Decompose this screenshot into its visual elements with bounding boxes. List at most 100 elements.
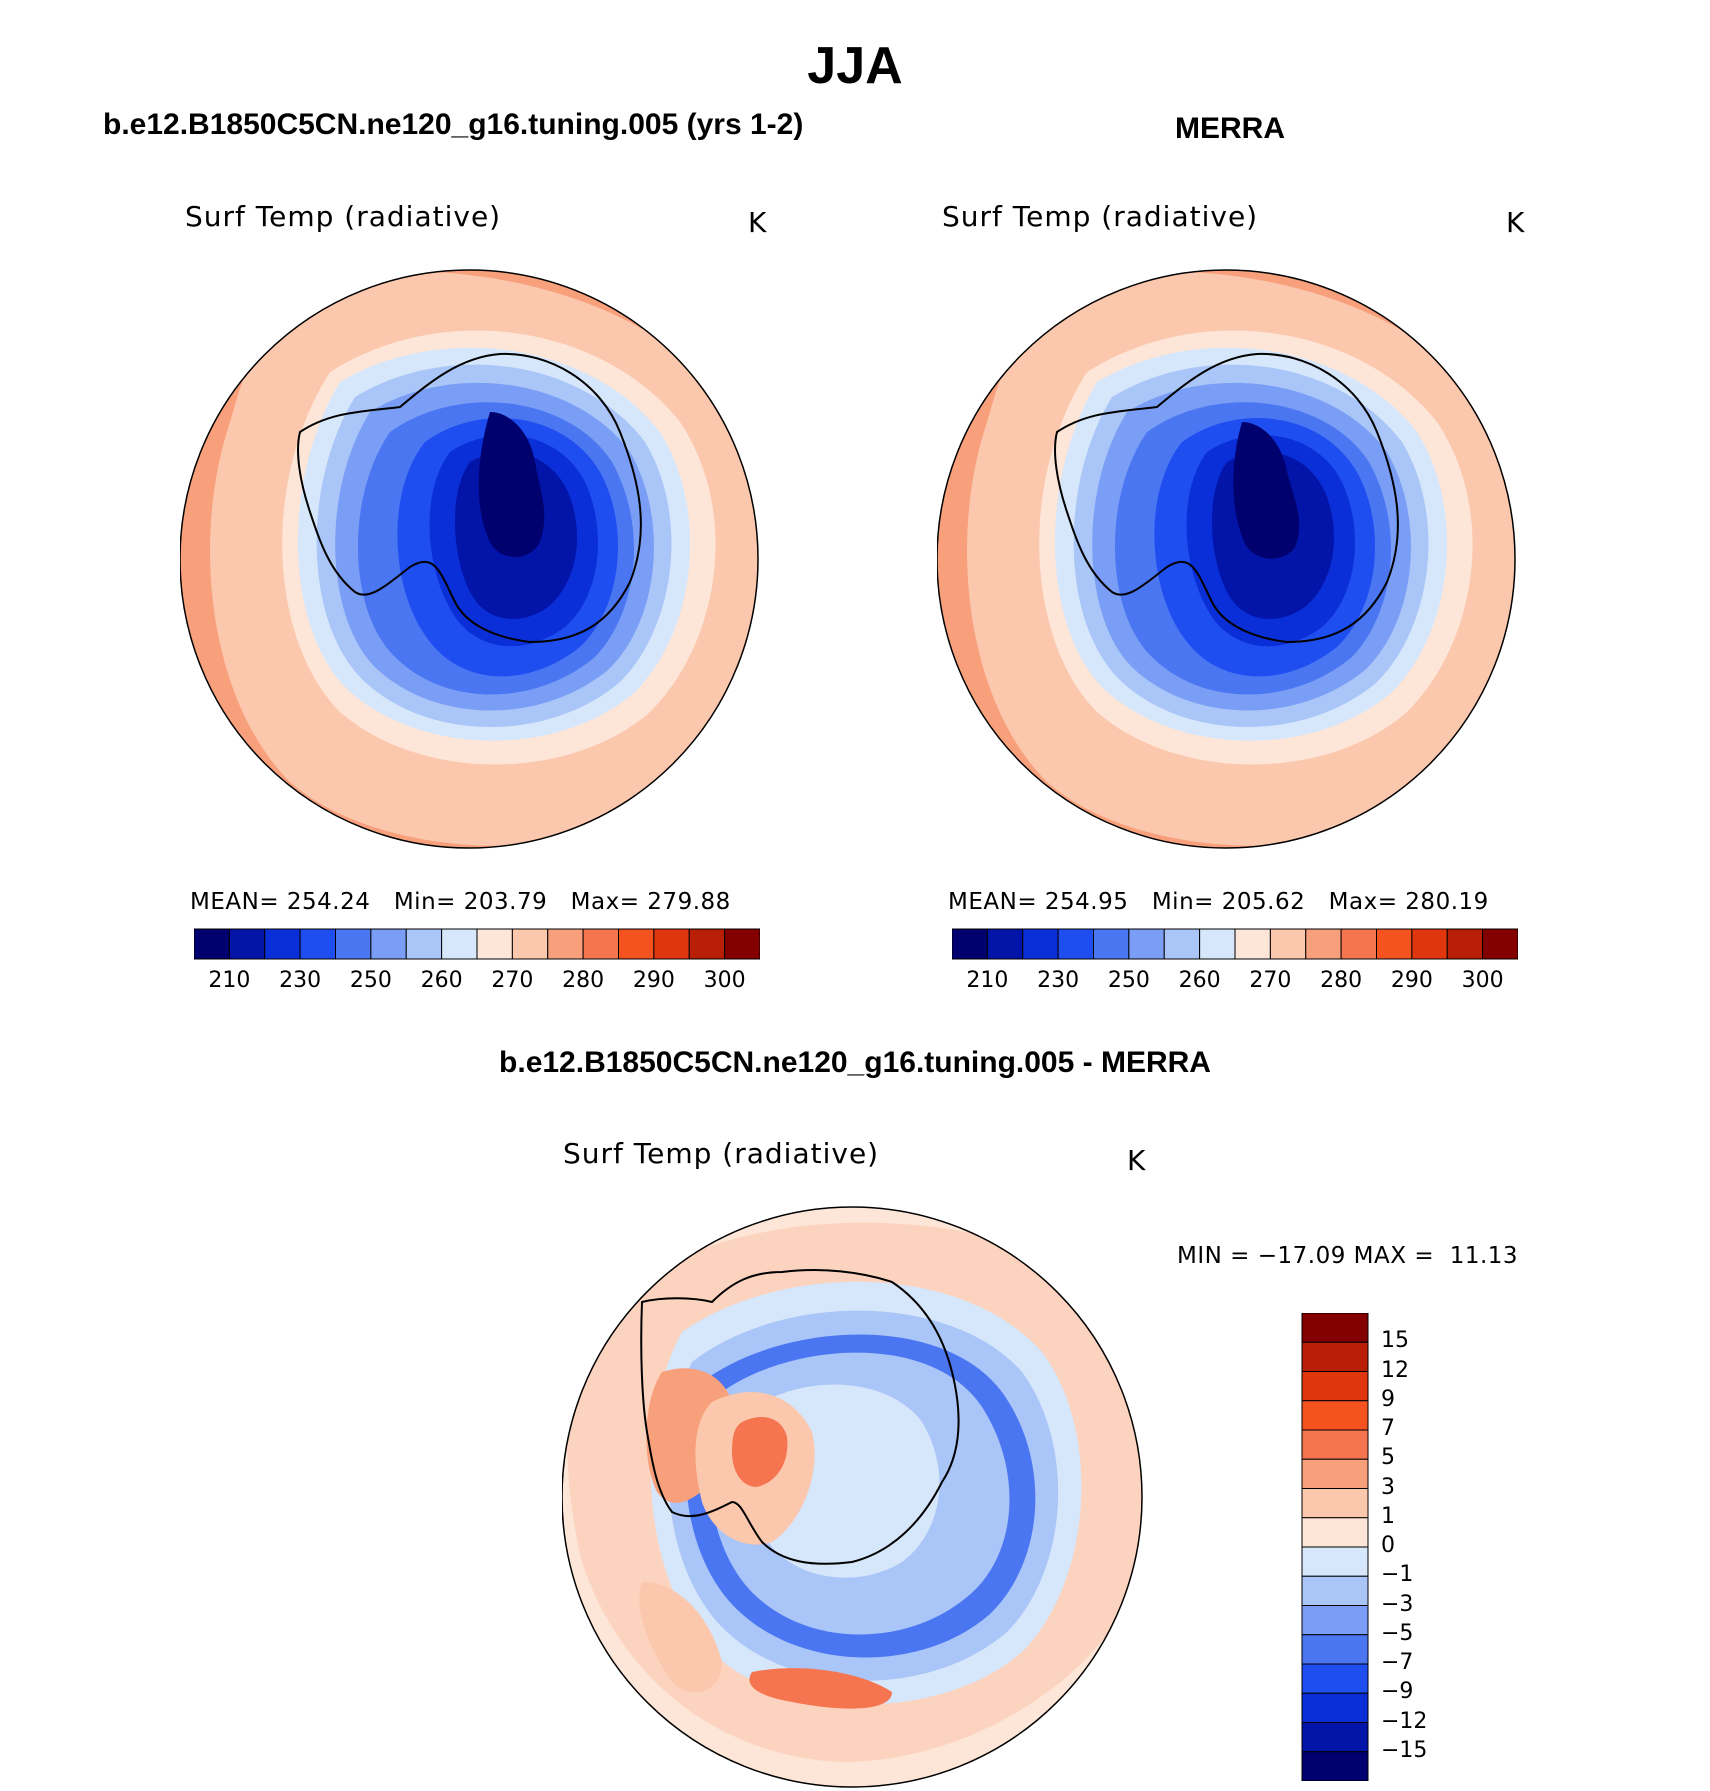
- right-colorbar-swatch: [1340, 928, 1377, 960]
- right-max-value: 280.19: [1405, 889, 1489, 915]
- right-colorbar-swatch: [1269, 928, 1307, 960]
- right-colorbar-tick: 260: [1178, 968, 1221, 993]
- right-min-label: Min=: [1151, 889, 1214, 915]
- left-colorbar-swatch: [228, 928, 266, 960]
- left-colorbar-swatch: [335, 928, 372, 960]
- diff-colorbar-tick: −3: [1381, 1591, 1414, 1617]
- diff-units-label: K: [1127, 1144, 1147, 1177]
- left-units-label: K: [748, 206, 768, 239]
- diff-colorbar-swatch: [1301, 1722, 1369, 1753]
- diff-colorbar-swatch: [1301, 1517, 1369, 1548]
- right-colorbar-swatch: [1022, 928, 1059, 960]
- diff-colorbar-tick: 1: [1381, 1503, 1395, 1529]
- left-colorbar-swatch: [618, 928, 655, 960]
- right-colorbar-swatch: [1199, 928, 1236, 960]
- left-colorbar-swatch: [511, 928, 549, 960]
- left-colorbar-swatch: [582, 928, 619, 960]
- left-min-value: 203.79: [463, 889, 548, 915]
- right-map: [937, 269, 1516, 849]
- diff-colorbar-swatch: [1301, 1605, 1369, 1636]
- diff-colorbar-swatch: [1301, 1692, 1369, 1723]
- right-colorbar-swatch: [1305, 928, 1342, 960]
- diff-colorbar-tick: −15: [1381, 1737, 1428, 1763]
- left-colorbar-swatch: [405, 928, 443, 960]
- diff-colorbar-swatch: [1301, 1663, 1369, 1694]
- left-colorbar-swatch: [264, 928, 301, 960]
- left-colorbar-tick: 210: [208, 968, 251, 993]
- left-colorbar-swatch: [370, 928, 407, 960]
- right-colorbar-swatch: [1234, 928, 1271, 960]
- left-colorbar-swatch: [476, 928, 513, 960]
- right-mean-value: 254.95: [1044, 889, 1129, 915]
- right-max-label: Max=: [1328, 889, 1398, 915]
- left-colorbar-tick: 270: [491, 968, 534, 993]
- right-stats: MEAN= 254.95 Min= 205.62 Max= 280.19: [948, 889, 1489, 915]
- diff-colorbar-tick: 12: [1381, 1357, 1409, 1383]
- right-colorbar-swatch: [1411, 928, 1448, 960]
- diff-colorbar-tick: −9: [1381, 1679, 1414, 1705]
- diff-colorbar-swatch: [1301, 1634, 1369, 1665]
- right-min-value: 205.62: [1221, 889, 1306, 915]
- diff-max-value: 11.13: [1449, 1243, 1519, 1269]
- right-colorbar-tick: 210: [966, 968, 1009, 993]
- diff-colorbar-swatch: [1301, 1575, 1369, 1606]
- diff-variable-label: Surf Temp (radiative): [563, 1137, 880, 1170]
- left-colorbar-tick: 250: [349, 968, 392, 993]
- left-min-label: Min=: [393, 889, 456, 915]
- right-colorbar-tick: 300: [1461, 968, 1504, 993]
- right-colorbar-ticks: 210 230 250 260 270 280 290 300: [952, 966, 1518, 998]
- right-colorbar-swatch: [1128, 928, 1165, 960]
- right-colorbar-swatch: [1163, 928, 1201, 960]
- left-colorbar-swatch: [194, 928, 230, 960]
- left-max-label: Max=: [570, 889, 640, 915]
- right-colorbar: [952, 928, 1518, 960]
- diff-colorbar-tick: 7: [1381, 1416, 1395, 1441]
- diff-colorbar-tick: 5: [1381, 1445, 1395, 1471]
- left-colorbar-ticks: 210 230 250 260 270 280 290 300: [194, 966, 760, 998]
- left-mean-label: MEAN=: [190, 889, 280, 915]
- diff-colorbar-tick: 9: [1381, 1386, 1395, 1412]
- right-colorbar-swatch: [1446, 928, 1484, 960]
- left-colorbar-swatch: [724, 928, 760, 960]
- diff-colorbar-swatch: [1301, 1429, 1369, 1460]
- diff-colorbar-tick: −12: [1381, 1708, 1428, 1734]
- diff-colorbar: [1301, 1313, 1369, 1781]
- left-colorbar-swatch: [547, 928, 584, 960]
- left-mean-value: 254.24: [286, 889, 371, 915]
- left-map: [180, 269, 759, 849]
- left-colorbar-swatch: [441, 928, 478, 960]
- diff-colorbar-tick: 3: [1381, 1474, 1395, 1500]
- diff-colorbar-tick: −5: [1381, 1620, 1414, 1646]
- right-colorbar-tick: 280: [1320, 968, 1363, 993]
- diff-min-value: −17.09: [1257, 1243, 1346, 1269]
- right-colorbar-swatch: [986, 928, 1024, 960]
- diff-colorbar-ticks: 15 12 9 7 5 3 1 0 −1 −3 −5 −7 −9 −12 −15: [1381, 1313, 1481, 1781]
- right-units-label: K: [1506, 206, 1526, 239]
- diff-map: [562, 1206, 1143, 1788]
- right-colorbar-tick: 230: [1037, 968, 1080, 993]
- right-colorbar-tick: 250: [1107, 968, 1150, 993]
- diff-colorbar-swatch: [1301, 1546, 1369, 1577]
- right-colorbar-swatch: [952, 928, 988, 960]
- left-max-value: 279.88: [647, 889, 731, 915]
- diff-colorbar-swatch: [1301, 1400, 1369, 1431]
- left-colorbar-swatch: [299, 928, 336, 960]
- diff-colorbar-swatch: [1301, 1458, 1369, 1489]
- left-colorbar-tick: 280: [562, 968, 605, 993]
- diff-case-title: b.e12.B1850C5CN.ne120_g16.tuning.005 - M…: [499, 1046, 1211, 1079]
- left-variable-label: Surf Temp (radiative): [185, 200, 502, 233]
- left-colorbar: [194, 928, 760, 960]
- right-variable-label: Surf Temp (radiative): [942, 200, 1259, 233]
- figure-title: JJA: [807, 37, 903, 95]
- right-colorbar-tick: 270: [1249, 968, 1292, 993]
- diff-colorbar-tick: 15: [1381, 1328, 1409, 1354]
- diff-colorbar-swatch: [1301, 1371, 1369, 1402]
- left-stats: MEAN= 254.24 Min= 203.79 Max= 279.88: [190, 889, 731, 915]
- left-colorbar-tick: 230: [279, 968, 322, 993]
- right-colorbar-swatch: [1057, 928, 1094, 960]
- diff-colorbar-tick: 0: [1381, 1533, 1395, 1558]
- left-colorbar-tick: 290: [632, 968, 675, 993]
- left-colorbar-swatch: [688, 928, 726, 960]
- diff-max-label: MAX =: [1353, 1243, 1435, 1269]
- left-colorbar-swatch: [653, 928, 690, 960]
